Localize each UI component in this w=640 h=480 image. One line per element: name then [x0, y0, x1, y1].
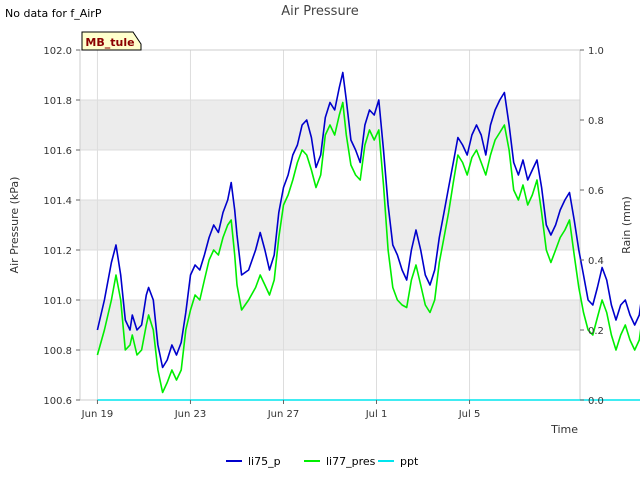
shaded-band-1 [80, 200, 580, 250]
series-line-li77_pres [96, 101, 640, 394]
y2-tick-label: 1.0 [588, 46, 604, 57]
legend-label-li75_p: li75_p [248, 455, 281, 468]
y2-tick-label: 0.4 [588, 256, 604, 267]
y2-tick-label: 0.8 [588, 116, 604, 127]
y-tick-label: 101.4 [43, 196, 72, 207]
legend-label-li77_pres: li77_pres [326, 455, 376, 468]
y-tick-label: 101.2 [43, 246, 72, 257]
shaded-bands [80, 100, 580, 350]
x-tick-label: Jun 27 [267, 409, 300, 420]
chart-title: Air Pressure [281, 4, 359, 19]
y-axis-right: 0.0 0.2 0.4 0.6 0.8 1.0 [580, 46, 604, 407]
y-axis-left: 100.6 100.8 101.0 101.2 101.4 101.6 101.8 102.0 [43, 46, 80, 407]
y-tick-label: 101.8 [43, 96, 72, 107]
no-data-note: No data for f_AirP [5, 7, 102, 20]
site-badge-tag-shape [81, 31, 142, 51]
y-tick-label: 100.6 [43, 396, 72, 407]
site-badge-label: MB_tule [85, 36, 134, 49]
y-tick-label: 102.0 [43, 46, 72, 57]
y-tick-label: 101.6 [43, 146, 72, 157]
y-tick-label: 101.0 [43, 296, 72, 307]
x-axis-label: Time [550, 423, 578, 436]
x-axis: Jun 19 Jun 23 Jun 27 Jul 1 Jul 5 [81, 400, 481, 420]
shaded-band-0 [80, 300, 580, 350]
y2-tick-label: 0.2 [588, 326, 604, 337]
x-tick-label: Jul 5 [458, 409, 481, 420]
y-tick-label: 100.8 [43, 346, 72, 357]
y2-tick-label: 0.6 [588, 186, 604, 197]
y-axis-label: Air Pressure (kPa) [8, 177, 21, 274]
site-badge: MB_tule [81, 31, 142, 51]
x-tick-label: Jun 23 [174, 409, 207, 420]
y2-tick-label: 0.0 [588, 396, 604, 407]
legend-label-ppt: ppt [400, 455, 419, 468]
legend: li75_p li77_pres ppt [226, 455, 419, 468]
y2-axis-label: Rain (mm) [620, 196, 633, 254]
series-lines [96, 71, 640, 401]
series-line-li75_p [96, 71, 640, 369]
x-tick-label: Jun 19 [81, 409, 114, 420]
x-tick-label: Jul 1 [365, 409, 388, 420]
